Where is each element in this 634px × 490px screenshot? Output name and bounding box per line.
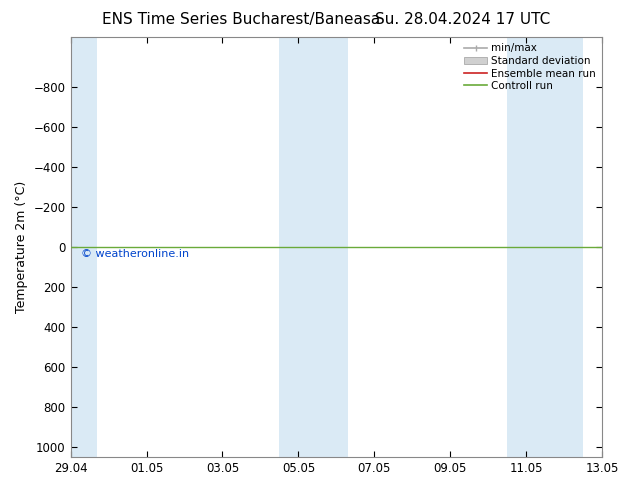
Text: Su. 28.04.2024 17 UTC: Su. 28.04.2024 17 UTC (375, 12, 550, 27)
Text: © weatheronline.in: © weatheronline.in (81, 249, 190, 259)
Text: ENS Time Series Bucharest/Baneasa: ENS Time Series Bucharest/Baneasa (102, 12, 380, 27)
Bar (538, 37, 583, 457)
Bar (70, 37, 97, 457)
Bar (280, 37, 318, 457)
Bar (318, 37, 348, 457)
Bar (507, 37, 538, 457)
Y-axis label: Temperature 2m (°C): Temperature 2m (°C) (15, 181, 28, 313)
Legend: min/max, Standard deviation, Ensemble mean run, Controll run: min/max, Standard deviation, Ensemble me… (460, 39, 600, 95)
